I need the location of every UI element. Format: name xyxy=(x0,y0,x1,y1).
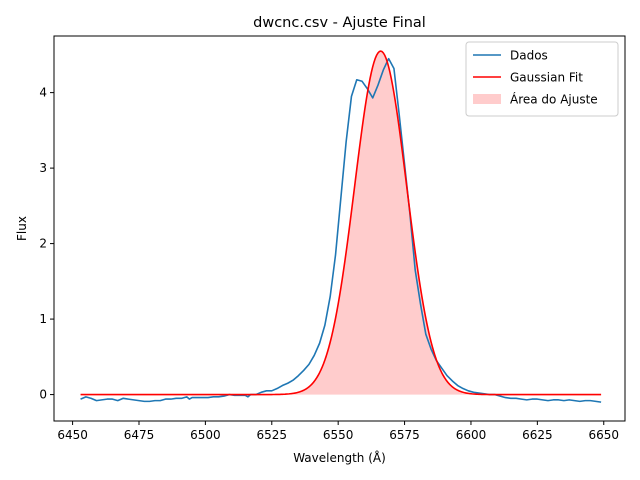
y-tick-label: 1 xyxy=(39,312,47,326)
x-tick-label: 6650 xyxy=(588,428,619,442)
x-tick-label: 6575 xyxy=(389,428,420,442)
x-tick-label: 6525 xyxy=(257,428,288,442)
x-axis-ticks: 6450 6475 6500 6525 6550 6575 6600 6625 6650 xyxy=(57,421,619,442)
fit-area xyxy=(80,51,602,395)
series-dados-line xyxy=(80,57,602,403)
lines-layer xyxy=(80,50,602,403)
legend-label: Área do Ajuste xyxy=(510,92,598,107)
x-tick-label: 6500 xyxy=(190,428,221,442)
y-tick-label: 4 xyxy=(39,86,47,100)
legend-box xyxy=(465,41,619,117)
x-tick-label: 6600 xyxy=(456,428,487,442)
chart-title: dwcnc.csv - Ajuste Final xyxy=(253,15,426,31)
y-axis-label: Flux xyxy=(15,216,29,241)
y-tick-label: 2 xyxy=(39,237,47,251)
x-tick-label: 6550 xyxy=(323,428,354,442)
legend: Dados Gaussian Fit Área do Ajuste xyxy=(465,41,619,117)
legend-swatch xyxy=(473,94,501,104)
x-axis-label: Wavelength (Å) xyxy=(293,450,386,465)
y-tick-label: 3 xyxy=(39,161,47,175)
fit-area-layer xyxy=(80,51,602,395)
legend-label: Gaussian Fit xyxy=(510,71,583,85)
x-tick-label: 6625 xyxy=(522,428,553,442)
x-tick-label: 6450 xyxy=(57,428,88,442)
y-axis-ticks: 0 1 2 3 4 xyxy=(39,86,54,402)
plot-frame xyxy=(53,35,626,422)
legend-label: Dados xyxy=(510,49,548,63)
y-tick-label: 0 xyxy=(39,388,47,402)
x-tick-label: 6475 xyxy=(124,428,155,442)
series-gaussian-fit-line xyxy=(80,50,602,396)
